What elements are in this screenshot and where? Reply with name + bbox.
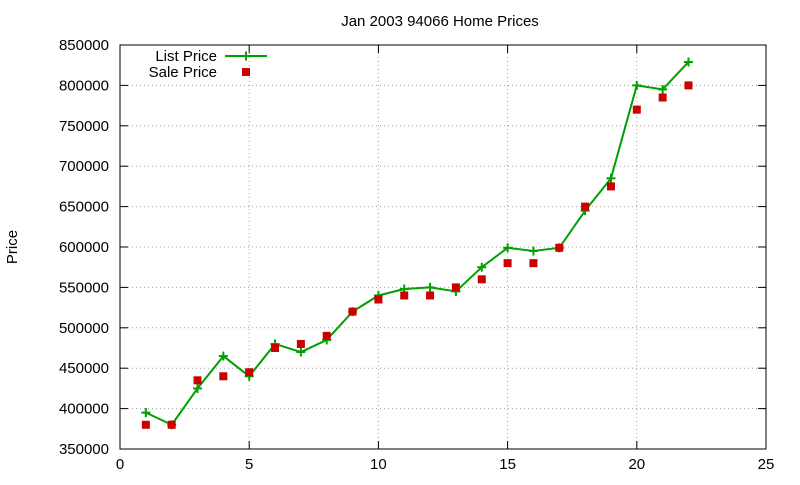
- data-point: [632, 80, 642, 90]
- data-point: [296, 339, 305, 348]
- y-tick-label: 700000: [59, 158, 109, 175]
- data-point: [400, 291, 409, 300]
- y-tick-label: 800000: [59, 77, 109, 94]
- x-tick-label: 10: [370, 456, 387, 473]
- data-point: [141, 408, 151, 418]
- data-point: [425, 282, 435, 292]
- data-point: [296, 347, 306, 357]
- data-point: [374, 295, 383, 304]
- data-point: [193, 383, 203, 393]
- legend-marker: [242, 68, 250, 76]
- x-tick-label: 20: [628, 456, 645, 473]
- data-point: [658, 84, 668, 94]
- data-point: [555, 243, 564, 252]
- y-tick-label: 450000: [59, 360, 109, 377]
- legend-entry: List Price: [155, 48, 267, 65]
- data-point: [426, 291, 435, 300]
- series-layer: [141, 57, 693, 430]
- legend-label: List Price: [155, 48, 217, 65]
- chart-title: Jan 2003 94066 Home Prices: [341, 13, 539, 30]
- y-tick-label: 500000: [59, 320, 109, 337]
- data-point: [477, 262, 487, 272]
- legend-label: Sale Price: [149, 64, 217, 81]
- data-point: [606, 173, 616, 183]
- data-point: [245, 368, 254, 377]
- y-tick-label: 650000: [59, 199, 109, 216]
- data-point: [684, 81, 693, 90]
- data-point: [451, 283, 460, 292]
- y-axis-label: Price: [4, 230, 21, 264]
- data-point: [218, 351, 228, 361]
- data-point: [348, 307, 357, 316]
- data-point: [141, 420, 150, 429]
- y-tick-label: 850000: [59, 37, 109, 54]
- series-line: [145, 61, 690, 426]
- data-point: [528, 246, 538, 256]
- data-point: [503, 259, 512, 268]
- data-point: [219, 372, 228, 381]
- y-tick-label: 350000: [59, 441, 109, 458]
- data-point: [193, 376, 202, 385]
- x-tick-label: 0: [116, 456, 124, 473]
- data-point: [581, 202, 590, 211]
- x-tick-label: 5: [245, 456, 253, 473]
- x-tick-label: 15: [499, 456, 516, 473]
- data-point: [503, 243, 513, 253]
- y-tick-label: 400000: [59, 401, 109, 418]
- data-point: [606, 182, 615, 191]
- grid-lines: [120, 45, 766, 449]
- data-point: [632, 105, 641, 114]
- legend-entry: Sale Price: [149, 64, 250, 81]
- y-tick-label: 550000: [59, 279, 109, 296]
- legend-marker: [241, 51, 251, 61]
- data-point: [683, 57, 693, 67]
- data-point: [167, 420, 176, 429]
- x-tick-label: 25: [758, 456, 775, 473]
- axis-ticks: 0 5 10 15 20 25 350000 400000 450000 500000 550000…: [59, 37, 774, 473]
- data-point: [271, 344, 280, 352]
- y-tick-label: 600000: [59, 239, 109, 256]
- data-point: [529, 259, 538, 268]
- series-sale-price: [141, 81, 693, 429]
- y-tick-label: 750000: [59, 118, 109, 135]
- data-point: [322, 331, 331, 340]
- data-point: [477, 275, 486, 284]
- data-point: [658, 93, 667, 102]
